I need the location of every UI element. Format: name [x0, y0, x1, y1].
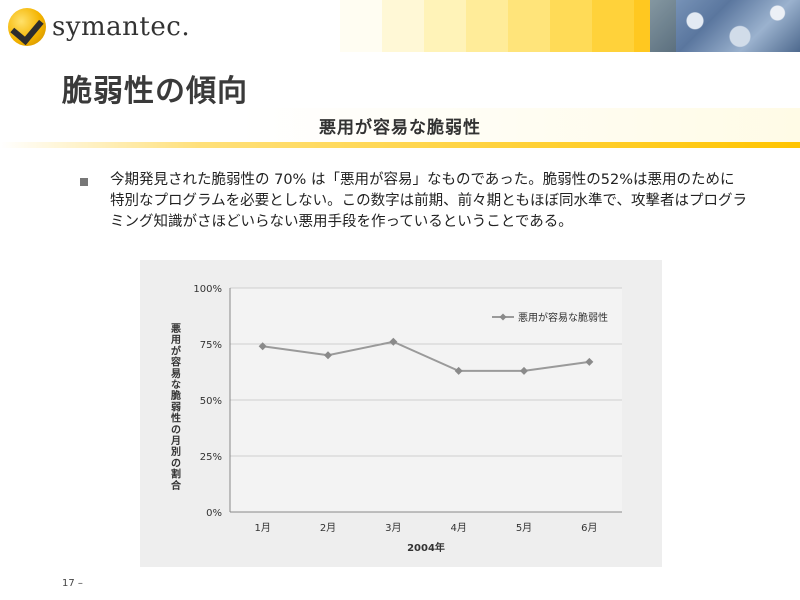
slide-title: 脆弱性の傾向: [62, 74, 248, 109]
logo-check-icon: [8, 8, 46, 46]
x-tick-label: 2月: [320, 522, 336, 534]
data-point: [324, 351, 332, 360]
header-square: [592, 0, 634, 52]
x-tick-label: 5月: [516, 522, 532, 534]
body-line-2: 特別なプログラムを必要としない。この数字は前期、前々期ともほぼ同水準で、攻撃者は…: [110, 193, 747, 209]
x-tick-label: 3月: [385, 522, 401, 534]
logo-text: symantec: [52, 12, 182, 42]
header-square: [550, 0, 592, 52]
legend-marker: [499, 313, 507, 321]
y-tick-label: 75%: [200, 340, 222, 351]
line-chart: 0% 25% 50% 75% 100% 1月 2月 3月 4月 5月 6月 2004年 悪用が容易な脆弱…: [140, 260, 662, 567]
data-point: [454, 366, 463, 375]
body-line-1: 今期発見された脆弱性の 70% は「悪用が容易」なものであった。脆弱性の52%は…: [110, 172, 735, 188]
data-point: [389, 337, 398, 346]
chart-svg: 0% 25% 50% 75% 100% 1月 2月 3月 4月 5月 6月 2004年 悪用が容易な脆弱…: [140, 260, 662, 567]
bullet-icon: [80, 178, 88, 186]
header-square: [382, 0, 424, 52]
y-tick-label: 100%: [193, 284, 222, 295]
y-tick-label: 0%: [206, 508, 222, 519]
data-point: [258, 342, 267, 351]
header-square: [340, 0, 382, 52]
data-point: [520, 366, 528, 375]
y-tick-label: 50%: [200, 396, 222, 407]
slide-subtitle: 悪用が容易な脆弱性: [319, 118, 481, 138]
header-square: [508, 0, 550, 52]
y-tick-label: 25%: [200, 452, 222, 463]
body-line-3: ミング知識がさほどいらない悪用手段を作っているということである。: [110, 214, 573, 230]
header-square: [466, 0, 508, 52]
legend-label: 悪用が容易な脆弱性: [518, 311, 608, 324]
series-line: [262, 340, 590, 372]
y-axis-title: 悪用が容易な脆弱性の月別の割合: [170, 323, 182, 492]
x-tick-label: 1月: [254, 522, 270, 534]
header-photo: [650, 0, 800, 52]
header-square: [424, 0, 466, 52]
data-point: [585, 357, 594, 366]
subtitle-bar: [0, 108, 800, 148]
body-text: 今期発見された脆弱性の 70% は「悪用が容易」なものであった。脆弱性の52%は…: [110, 170, 760, 233]
x-axis-title: 2004年: [407, 541, 445, 554]
logo-mark-dot: .: [181, 12, 191, 42]
page-number: 17 –: [62, 578, 83, 589]
x-tick-label: 6月: [581, 522, 597, 534]
symantec-logo: symantec.: [8, 8, 190, 48]
x-tick-label: 4月: [450, 522, 466, 534]
